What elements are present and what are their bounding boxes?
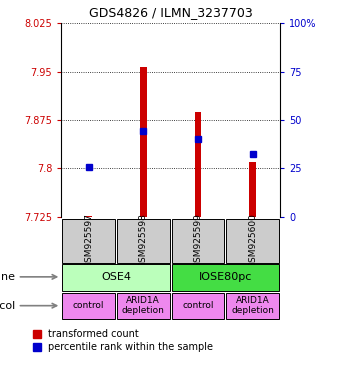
Title: GDS4826 / ILMN_3237703: GDS4826 / ILMN_3237703 <box>89 6 252 19</box>
Bar <box>62 293 115 319</box>
Text: IOSE80pc: IOSE80pc <box>199 272 252 282</box>
Bar <box>172 264 279 291</box>
Bar <box>117 219 169 263</box>
Bar <box>117 293 169 319</box>
Bar <box>195 112 201 217</box>
Text: ARID1A
depletion: ARID1A depletion <box>122 296 165 315</box>
Bar <box>62 219 115 263</box>
Bar <box>226 219 279 263</box>
Text: GSM925600: GSM925600 <box>248 214 257 268</box>
Text: OSE4: OSE4 <box>101 272 131 282</box>
Bar <box>249 162 256 217</box>
Legend: transformed count, percentile rank within the sample: transformed count, percentile rank withi… <box>33 329 214 352</box>
Text: GSM925599: GSM925599 <box>194 214 202 268</box>
Bar <box>172 219 224 263</box>
Text: protocol: protocol <box>0 301 57 311</box>
Bar <box>140 67 147 217</box>
Bar <box>62 264 169 291</box>
Text: GSM925598: GSM925598 <box>139 214 148 268</box>
Text: GSM925597: GSM925597 <box>84 214 93 268</box>
Text: cell line: cell line <box>0 272 57 282</box>
Text: ARID1A
depletion: ARID1A depletion <box>231 296 274 315</box>
Bar <box>172 293 224 319</box>
Text: control: control <box>182 301 214 310</box>
Text: control: control <box>73 301 104 310</box>
Bar <box>226 293 279 319</box>
Bar <box>85 216 92 217</box>
